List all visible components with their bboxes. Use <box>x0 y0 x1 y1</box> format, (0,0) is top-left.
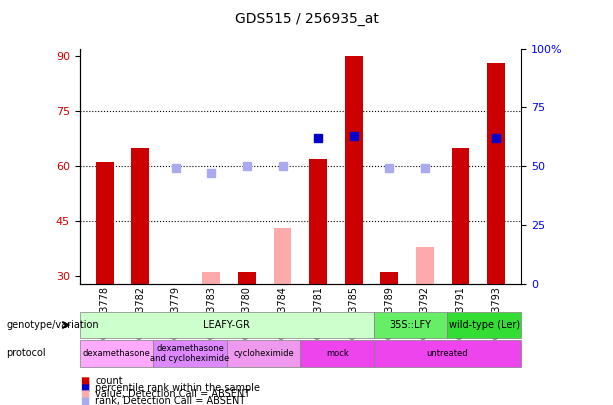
Text: ■: ■ <box>80 376 89 386</box>
Text: dexamethasone
and cycloheximide: dexamethasone and cycloheximide <box>150 344 230 363</box>
Text: ■: ■ <box>80 383 89 392</box>
Text: cycloheximide: cycloheximide <box>233 349 294 358</box>
Text: GDS515 / 256935_at: GDS515 / 256935_at <box>235 12 378 26</box>
Bar <box>96 162 113 284</box>
Bar <box>310 159 327 284</box>
Bar <box>238 273 256 283</box>
Text: untreated: untreated <box>427 349 468 358</box>
Text: LEAFY-GR: LEAFY-GR <box>204 320 250 330</box>
Bar <box>452 148 470 284</box>
Bar <box>131 148 149 284</box>
Text: 35S::LFY: 35S::LFY <box>390 320 432 330</box>
Text: wild-type (Ler): wild-type (Ler) <box>449 320 520 330</box>
Text: value, Detection Call = ABSENT: value, Detection Call = ABSENT <box>95 390 250 399</box>
Text: ■: ■ <box>80 390 89 399</box>
Bar <box>487 63 505 283</box>
Bar <box>416 247 434 284</box>
Text: mock: mock <box>326 349 349 358</box>
Bar <box>381 273 398 283</box>
Text: count: count <box>95 376 123 386</box>
Text: rank, Detection Call = ABSENT: rank, Detection Call = ABSENT <box>95 396 245 405</box>
Text: dexamethasone: dexamethasone <box>83 349 150 358</box>
Bar <box>202 273 220 283</box>
Bar <box>345 56 363 284</box>
Bar <box>273 228 291 284</box>
Text: protocol: protocol <box>6 348 46 358</box>
Text: percentile rank within the sample: percentile rank within the sample <box>95 383 260 392</box>
Text: ■: ■ <box>80 396 89 405</box>
Text: genotype/variation: genotype/variation <box>6 320 99 330</box>
